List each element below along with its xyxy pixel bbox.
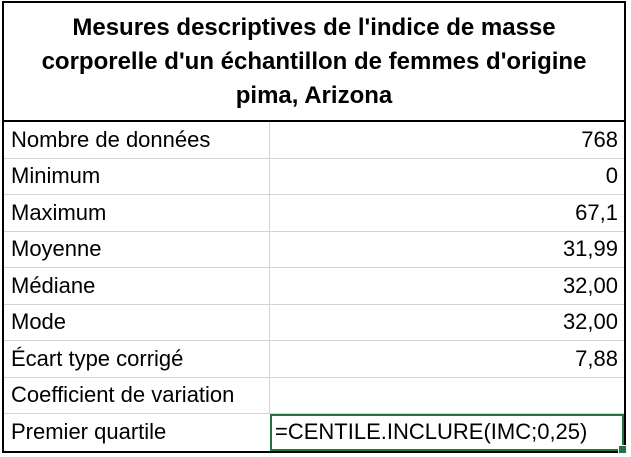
- value-cell[interactable]: 67,1: [575, 199, 618, 225]
- label-cell[interactable]: Maximum: [4, 195, 270, 231]
- title-line-1: Mesures descriptives de l'indice de mass…: [72, 13, 556, 41]
- label-cell[interactable]: Nombre de données: [4, 122, 270, 158]
- label-cell[interactable]: Écart type corrigé: [4, 341, 270, 377]
- active-formula-cell[interactable]: =CENTILE.INCLURE(IMC;0,25): [270, 414, 627, 454]
- value-cell[interactable]: 32,00: [562, 272, 618, 298]
- label-cell[interactable]: Moyenne: [4, 231, 270, 267]
- value-cell[interactable]: 0: [605, 163, 618, 189]
- table-title-cell[interactable]: Mesures descriptives de l'indice de mass…: [2, 1, 626, 122]
- title-line-3: pima, Arizona: [235, 81, 393, 109]
- fill-handle[interactable]: [618, 444, 627, 454]
- label-cell[interactable]: Médiane: [4, 268, 270, 304]
- stats-grid: Nombre de données 768 Minimum 0 Maximum …: [2, 122, 627, 454]
- label-cell[interactable]: Coefficient de variation: [4, 377, 270, 413]
- label-cell[interactable]: Minimum: [4, 158, 270, 194]
- table-row: Maximum 67,1: [4, 195, 624, 232]
- value-cell[interactable]: 32,00: [562, 309, 618, 335]
- table-row: Médiane 32,00: [4, 268, 624, 305]
- table-title: Mesures descriptives de l'indice de mass…: [42, 11, 587, 113]
- formula-text: =CENTILE.INCLURE(IMC;0,25): [275, 419, 588, 445]
- table-row: Moyenne 31,99: [4, 231, 624, 268]
- table-row: Mode 32,00: [4, 304, 624, 341]
- value-cell[interactable]: [270, 378, 624, 414]
- title-line-2: corporelle d'un échantillon de femmes d'…: [41, 47, 587, 75]
- table-row-active: Premier quartile =CENTILE.INCLURE(IMC;0,…: [4, 414, 627, 454]
- value-cell[interactable]: 7,88: [575, 345, 618, 371]
- value-cell[interactable]: 768: [581, 126, 618, 152]
- table-row: Coefficient de variation: [4, 377, 624, 414]
- table-row: Nombre de données 768: [4, 122, 624, 159]
- table-row: Minimum 0: [4, 158, 624, 195]
- label-cell[interactable]: Premier quartile: [11, 419, 167, 445]
- label-cell[interactable]: Mode: [4, 304, 270, 340]
- table-row: Écart type corrigé 7,88: [4, 341, 624, 378]
- value-cell[interactable]: 31,99: [562, 236, 618, 262]
